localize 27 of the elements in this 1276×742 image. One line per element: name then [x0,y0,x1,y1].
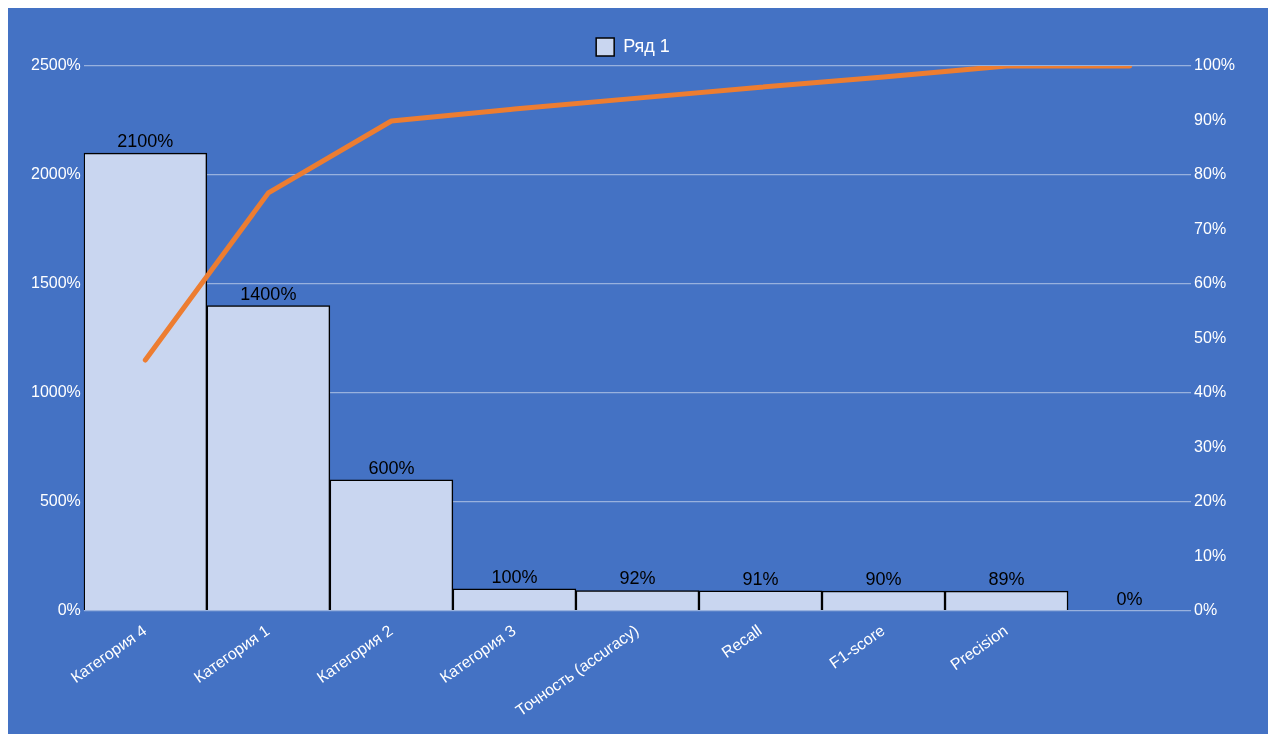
y2-tick-label: 10% [1194,546,1227,564]
y2-tick-label: 60% [1194,274,1227,292]
y-tick-label: 2500% [30,56,81,74]
y2-tick-label: 70% [1194,219,1227,237]
data-label: 100% [491,566,538,587]
legend-label: Ряд 1 [623,35,670,56]
y2-tick-label: 90% [1194,110,1227,128]
data-label: 1400% [240,283,297,304]
data-label: 89% [988,569,1025,590]
y-tick-label: 0% [57,600,81,618]
y2-tick-label: 0% [1194,600,1218,618]
data-label: 90% [865,568,902,589]
y-tick-label: 1500% [30,274,81,292]
y2-tick-label: 50% [1194,328,1227,346]
data-label: 2100% [117,131,174,152]
y2-tick-label: 40% [1194,383,1227,401]
data-label: 92% [619,568,656,589]
y2-tick-label: 20% [1194,492,1227,510]
y-tick-label: 1000% [30,383,81,401]
data-label: 600% [368,457,415,478]
y2-tick-label: 100% [1194,56,1235,74]
data-label: 0% [1116,588,1143,609]
y-tick-label: 500% [39,492,81,510]
data-label: 91% [742,568,779,589]
y2-tick-label: 30% [1194,437,1227,455]
y-tick-label: 2000% [30,165,81,183]
y2-tick-label: 80% [1194,165,1227,183]
